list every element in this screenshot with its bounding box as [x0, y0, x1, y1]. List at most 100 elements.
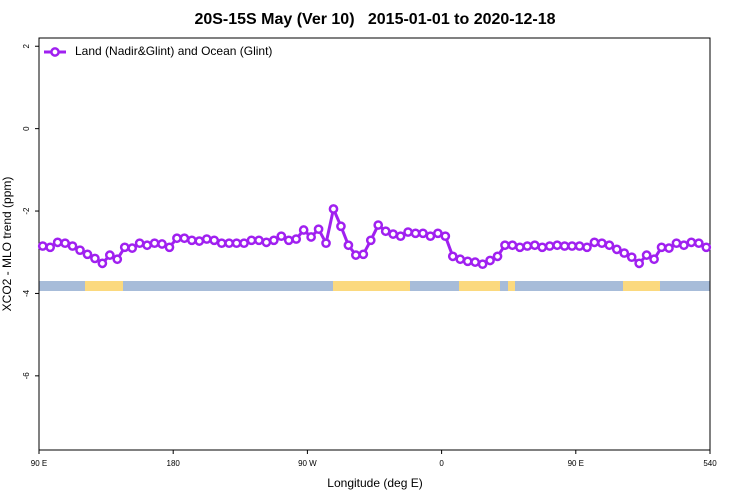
data-point	[455, 254, 466, 265]
data-point	[634, 258, 645, 269]
x-tick-label: 540	[703, 459, 717, 468]
data-point	[686, 237, 697, 248]
data-point	[597, 238, 607, 249]
data-point	[649, 254, 659, 265]
y-tick-label: 2	[22, 43, 31, 48]
data-point	[179, 233, 190, 244]
data-point	[537, 242, 548, 253]
data-point	[395, 231, 406, 242]
data-point	[119, 242, 130, 253]
data-point	[544, 241, 555, 251]
data-point	[492, 251, 503, 262]
data-point	[447, 251, 458, 262]
data-point	[224, 238, 234, 249]
legend-label: Land (Nadir&Glint) and Ocean (Glint)	[75, 44, 272, 58]
data-point	[172, 233, 182, 244]
y-axis-label: XCO2 - MLO trend (ppm)	[0, 177, 14, 312]
data-point	[194, 236, 205, 246]
data-point	[313, 224, 324, 235]
data-point	[37, 241, 48, 251]
land-band	[459, 281, 500, 291]
data-point	[485, 255, 495, 266]
data-point	[515, 242, 525, 253]
x-axis-label: Longitude (deg E)	[327, 476, 422, 490]
data-point	[269, 235, 279, 246]
data-point	[209, 235, 220, 246]
y-tick-label: -6	[22, 372, 31, 380]
data-point	[306, 232, 316, 242]
series-line	[42, 204, 707, 266]
data-point	[157, 239, 167, 249]
x-tick-label: 90 W	[298, 459, 317, 468]
data-point	[246, 235, 257, 246]
x-tick-label: 180	[167, 459, 181, 468]
data-point	[261, 237, 272, 248]
data-point	[365, 235, 376, 246]
data-point	[559, 241, 570, 251]
data-point	[679, 240, 689, 251]
data-point	[522, 241, 533, 251]
data-point	[388, 229, 398, 239]
data-point	[216, 238, 227, 249]
data-point	[433, 228, 443, 239]
land-band	[85, 281, 123, 291]
data-point	[142, 240, 152, 251]
data-point	[477, 259, 488, 270]
data-point	[440, 231, 451, 242]
data-point	[380, 226, 391, 237]
data-point	[164, 242, 175, 253]
data-point	[60, 238, 70, 249]
data-point	[52, 237, 63, 248]
data-point	[462, 256, 473, 267]
land-band	[508, 281, 515, 291]
chart-title: 20S-15S May (Ver 10) 2015-01-01 to 2020-…	[194, 11, 555, 28]
data-point	[82, 249, 93, 260]
x-tick-label: 90 E	[568, 459, 584, 468]
data-point	[626, 252, 637, 263]
data-point	[239, 238, 249, 249]
data-point	[283, 235, 294, 246]
data-point	[321, 238, 331, 249]
data-point	[149, 238, 160, 249]
y-tick-label: -4	[22, 289, 31, 297]
data-point	[201, 234, 212, 244]
data-point	[276, 231, 287, 242]
data-point	[298, 225, 309, 235]
y-tick-label: 0	[22, 126, 31, 131]
data-point	[291, 234, 302, 244]
data-point	[589, 237, 600, 248]
data-point	[127, 243, 138, 253]
data-point	[500, 240, 510, 251]
y-tick-label: -2	[22, 207, 31, 215]
data-point	[574, 241, 585, 251]
data-point	[664, 243, 674, 253]
land-band	[333, 281, 410, 291]
data-point	[604, 240, 615, 251]
data-point	[425, 231, 436, 242]
data-point	[90, 253, 100, 264]
data-point	[75, 245, 85, 256]
data-point	[641, 250, 652, 260]
data-point	[231, 238, 242, 249]
data-point	[186, 235, 197, 246]
data-point	[529, 240, 540, 251]
data-point	[403, 227, 413, 237]
data-point	[67, 241, 78, 251]
data-point	[328, 204, 339, 214]
data-point	[470, 257, 480, 267]
data-point	[97, 258, 108, 269]
data-point	[343, 240, 354, 251]
legend-marker	[50, 47, 60, 57]
data-point	[582, 242, 592, 253]
data-point	[358, 249, 369, 260]
data-point	[693, 238, 704, 249]
data-point	[373, 220, 384, 230]
land-band	[623, 281, 660, 291]
data-point	[552, 240, 563, 251]
data-point	[656, 242, 667, 253]
data-point	[701, 242, 712, 253]
data-point	[45, 242, 56, 253]
data-point	[351, 250, 361, 260]
x-tick-label: 0	[439, 459, 444, 468]
